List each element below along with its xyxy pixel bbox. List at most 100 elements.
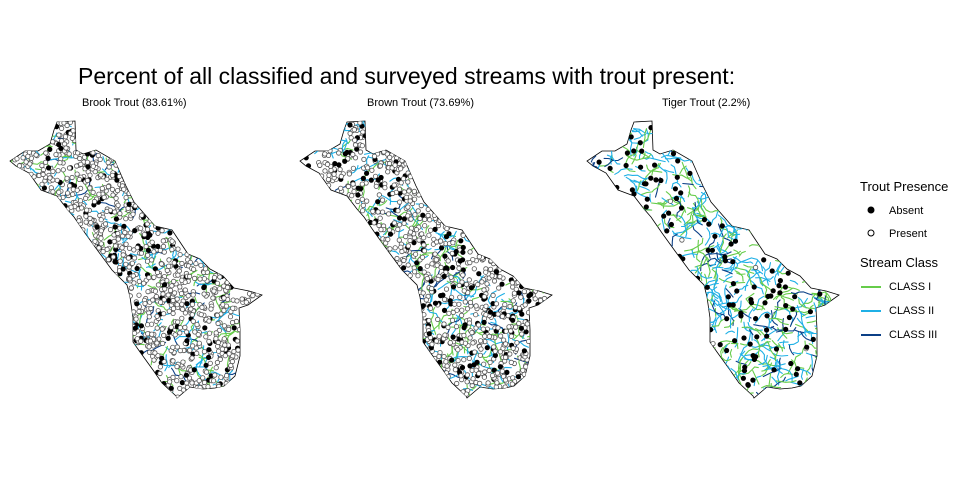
absent-marker: [162, 282, 168, 288]
present-marker: [360, 208, 366, 214]
present-marker: [189, 355, 195, 361]
present-marker: [382, 185, 388, 191]
absent-marker: [411, 240, 417, 246]
present-marker: [435, 316, 441, 322]
present-marker: [210, 295, 216, 301]
stream-segment: [431, 265, 439, 280]
present-marker: [502, 301, 508, 308]
present-marker: [177, 252, 183, 258]
present-marker: [169, 283, 175, 289]
stream-segment: [777, 365, 793, 383]
stream-segment: [739, 300, 742, 310]
absent-marker: [107, 239, 113, 245]
present-marker: [415, 208, 421, 214]
present-marker: [429, 261, 435, 267]
stream-segment: [796, 317, 807, 337]
stream-segment: [692, 202, 701, 218]
present-marker: [39, 163, 45, 169]
absent-marker: [753, 315, 759, 322]
stream-segment: [696, 239, 701, 263]
present-marker: [491, 344, 497, 350]
present-marker: [473, 303, 479, 309]
present-marker: [74, 187, 80, 193]
present-marker: [520, 367, 526, 373]
absent-marker: [159, 355, 165, 361]
absent-marker: [785, 270, 791, 276]
stream-segment: [729, 348, 733, 358]
stream-segment: [651, 163, 660, 176]
stream-segment: [665, 191, 681, 205]
absent-marker: [807, 309, 813, 315]
present-marker: [104, 246, 110, 252]
present-marker: [413, 251, 419, 257]
stream-segment: [752, 370, 760, 385]
present-marker: [190, 292, 196, 298]
absent-marker: [461, 324, 467, 331]
absent-marker: [145, 247, 151, 253]
stream-segment: [714, 298, 725, 314]
stream-segment: [378, 193, 398, 203]
absent-marker: [58, 145, 64, 151]
absent-marker: [358, 186, 364, 192]
present-marker: [154, 269, 161, 276]
absent-marker: [607, 165, 613, 171]
present-marker: [158, 261, 165, 267]
present-marker: [98, 228, 104, 234]
absent-marker: [754, 334, 760, 340]
present-marker: [132, 330, 138, 336]
present-marker: [399, 248, 405, 255]
present-marker: [150, 297, 156, 303]
stream-segment: [625, 142, 639, 158]
present-marker: [507, 303, 513, 309]
present-marker: [423, 297, 429, 303]
absent-marker: [179, 379, 185, 386]
present-marker: [222, 342, 228, 348]
stream-segment: [731, 225, 738, 243]
present-marker: [395, 226, 401, 232]
stream-segment: [389, 188, 395, 205]
stream-segment: [434, 244, 457, 251]
absent-marker: [184, 338, 190, 344]
absent-marker: [447, 298, 453, 304]
present-marker: [203, 334, 209, 340]
present-marker: [160, 291, 166, 297]
stream-segment: [733, 294, 743, 305]
present-marker: [452, 301, 458, 307]
stream-segment: [662, 199, 669, 209]
present-marker: [372, 173, 379, 179]
present-marker: [462, 299, 468, 305]
present-marker: [170, 305, 177, 312]
present-marker: [407, 237, 413, 244]
present-marker: [57, 160, 63, 166]
present-marker: [159, 228, 165, 234]
present-marker: [113, 195, 119, 201]
stream-segment: [681, 161, 693, 182]
stream-segment: [777, 270, 787, 275]
present-marker: [97, 156, 103, 162]
stream-segment: [813, 302, 816, 312]
present-marker: [66, 151, 72, 157]
present-marker: [364, 198, 370, 204]
absent-marker: [629, 187, 636, 193]
present-marker: [145, 252, 151, 258]
stream-segment: [690, 237, 704, 251]
present-marker: [324, 161, 331, 167]
absent-marker: [643, 204, 649, 210]
present-marker: [87, 215, 93, 221]
present-marker: [378, 227, 384, 233]
absent-marker: [740, 375, 746, 381]
absent-marker: [726, 302, 732, 308]
present-marker: [211, 288, 217, 294]
stream-segment: [676, 209, 685, 221]
absent-marker: [795, 366, 801, 372]
stream-segment: [713, 270, 717, 279]
stream-segment: [608, 140, 624, 148]
present-marker: [202, 266, 209, 272]
present-marker: [129, 260, 135, 266]
present-marker: [483, 312, 489, 318]
stream-segment: [748, 271, 761, 280]
present-marker: [466, 355, 472, 361]
present-marker: [437, 218, 443, 224]
absent-marker: [790, 306, 796, 312]
absent-marker: [168, 385, 174, 391]
